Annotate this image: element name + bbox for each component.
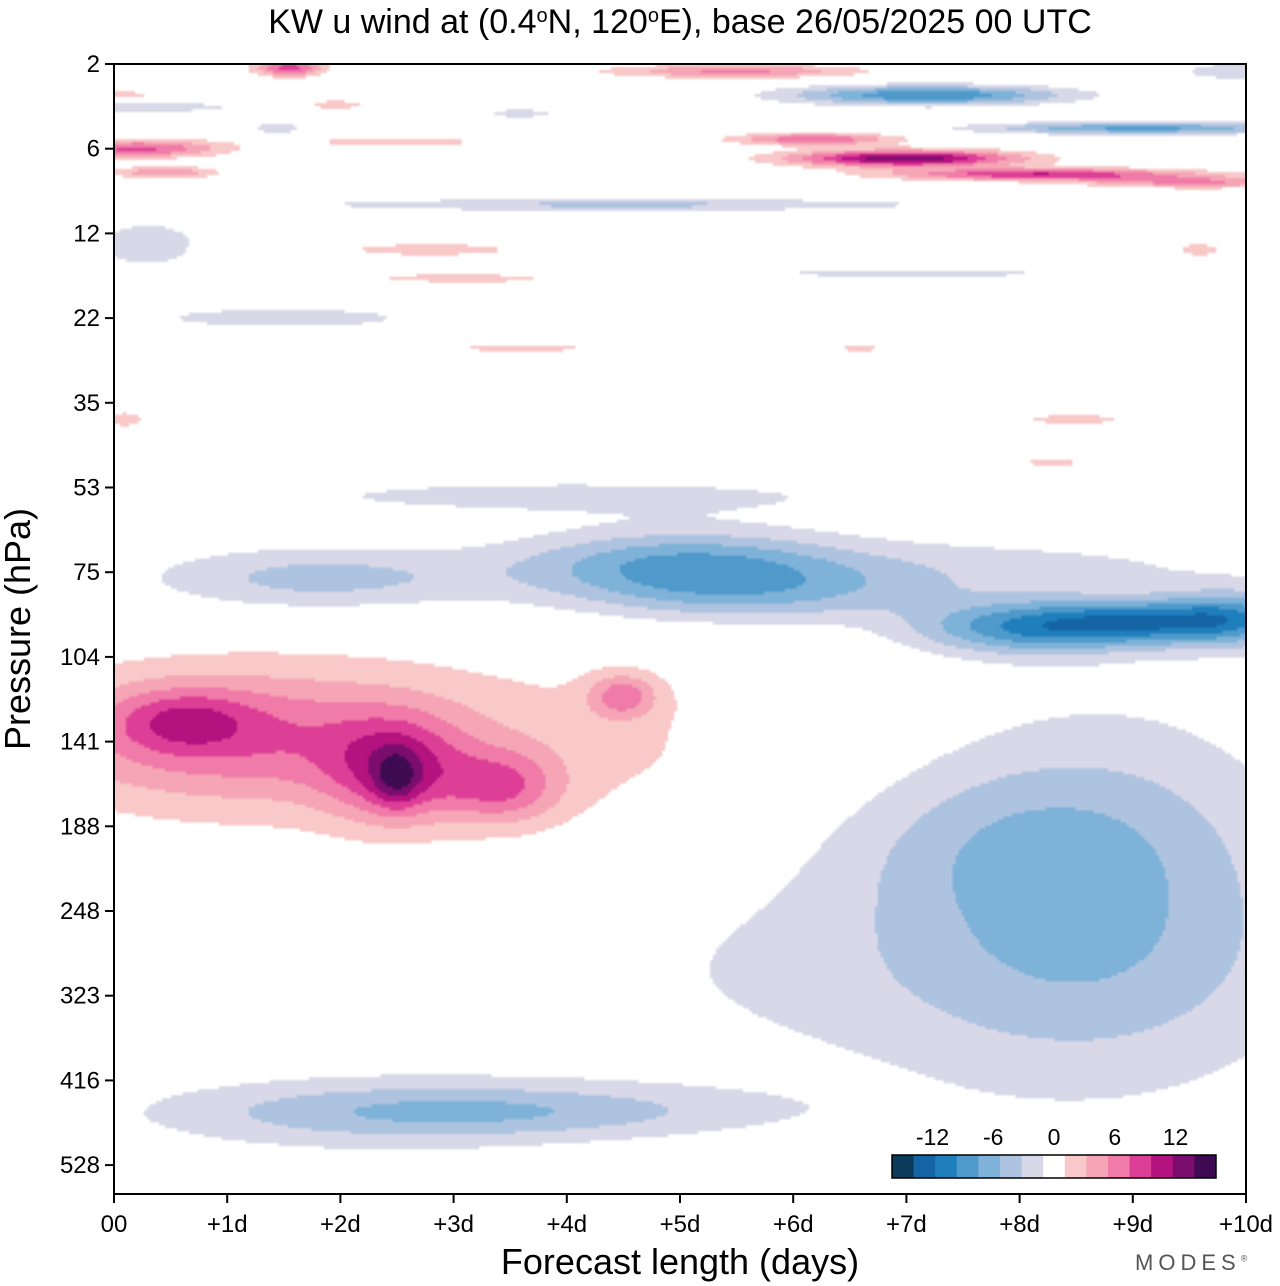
x-axis: 00 +1d +2d +3d +4d +5d +6d +7d +8d +9d +10d — [101, 1194, 1273, 1238]
y-tick-label: 248 — [60, 898, 100, 925]
y-axis: 2 6 12 22 35 53 75 104 141 188 248 323 416 528 — [60, 51, 114, 1179]
title-degree-symbol: o — [648, 5, 659, 27]
colorbar-tick-label: 6 — [1108, 1124, 1121, 1150]
colorbar-swatch — [1172, 1155, 1195, 1178]
x-tick-label: +7d — [886, 1211, 927, 1238]
colorbar-swatch — [1021, 1155, 1044, 1178]
y-tick-label: 75 — [73, 559, 100, 586]
y-tick-label: 53 — [73, 475, 100, 502]
x-tick-label: +3d — [433, 1211, 474, 1238]
colorbar-swatch — [1086, 1155, 1109, 1178]
title-degree-symbol: o — [537, 5, 548, 27]
x-tick-label: +9d — [1112, 1211, 1153, 1238]
x-tick-label: +1d — [207, 1211, 248, 1238]
colorbar-swatch — [1064, 1155, 1087, 1178]
colorbar-swatch — [1043, 1155, 1066, 1178]
y-tick-label: 141 — [60, 729, 100, 756]
colorbar-swatch — [978, 1155, 1001, 1178]
colorbar-swatch — [1129, 1155, 1152, 1178]
x-tick-label: 00 — [101, 1211, 128, 1238]
colorbar-frame — [891, 1154, 1217, 1179]
x-tick-label: +10d — [1219, 1211, 1273, 1238]
colorbar-swatch — [1151, 1155, 1174, 1178]
title-prefix: KW u wind at (0.4 — [268, 3, 536, 41]
colorbar-swatch — [935, 1155, 958, 1178]
y-tick-label: 528 — [60, 1152, 100, 1179]
y-tick-label: 22 — [73, 305, 100, 332]
contour-field — [114, 64, 1246, 1194]
colorbar-swatch — [1108, 1155, 1131, 1178]
y-tick-label: 416 — [60, 1067, 100, 1094]
colorbar: -12 -6 0 6 12 — [891, 1124, 1217, 1179]
y-tick-label: 323 — [60, 983, 100, 1010]
brand-mark: ® — [1240, 1253, 1248, 1264]
title-suffix: E), base 26/05/2025 00 UTC — [659, 3, 1092, 41]
x-tick-label: +6d — [773, 1211, 814, 1238]
x-tick-label: +5d — [660, 1211, 701, 1238]
brand-text: MODES — [1135, 1250, 1241, 1275]
title-middle: N, 120 — [548, 3, 648, 41]
y-tick-label: 104 — [60, 644, 100, 671]
x-tick-label: +4d — [546, 1211, 587, 1238]
colorbar-tick-label: 12 — [1163, 1124, 1189, 1150]
colorbar-swatch — [956, 1155, 979, 1178]
colorbar-swatch — [913, 1155, 936, 1178]
y-tick-label: 12 — [73, 220, 100, 247]
colorbar-swatch — [1194, 1155, 1217, 1178]
colorbar-tick-label: -6 — [983, 1124, 1003, 1150]
x-tick-label: +8d — [999, 1211, 1040, 1238]
colorbar-swatch — [892, 1155, 915, 1178]
colorbar-swatch — [1000, 1155, 1023, 1178]
y-tick-label: 188 — [60, 813, 100, 840]
contour-image — [114, 64, 1246, 1194]
x-tick-label: +2d — [320, 1211, 361, 1238]
y-tick-label: 6 — [87, 136, 100, 163]
y-tick-label: 2 — [87, 51, 100, 78]
x-axis-label: Forecast length (days) — [501, 1241, 859, 1282]
chart-title: KW u wind at (0.4oN, 120oE), base 26/05/… — [268, 3, 1092, 41]
y-tick-label: 35 — [73, 390, 100, 417]
colorbar-tick-label: 0 — [1048, 1124, 1061, 1150]
y-axis-label: Pressure (hPa) — [0, 508, 38, 750]
brand-logo: MODES® — [1135, 1250, 1247, 1276]
colorbar-tick-label: -12 — [916, 1124, 949, 1150]
